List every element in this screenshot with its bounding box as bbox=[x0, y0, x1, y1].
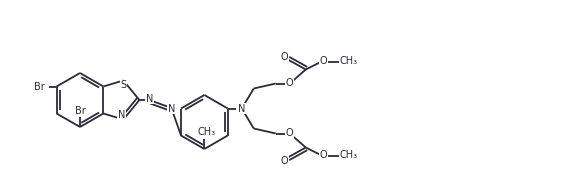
Text: Br: Br bbox=[74, 106, 85, 116]
Text: O: O bbox=[320, 57, 328, 67]
Text: O: O bbox=[281, 51, 289, 61]
Text: N: N bbox=[238, 104, 245, 114]
Text: N: N bbox=[168, 104, 175, 114]
Text: CH₃: CH₃ bbox=[340, 57, 358, 67]
Text: O: O bbox=[320, 150, 328, 160]
Text: O: O bbox=[286, 78, 293, 88]
Text: Br: Br bbox=[34, 81, 45, 91]
Text: O: O bbox=[286, 129, 293, 139]
Text: S: S bbox=[120, 81, 127, 91]
Text: N: N bbox=[146, 94, 153, 104]
Text: CH₃: CH₃ bbox=[198, 127, 216, 137]
Text: CH₃: CH₃ bbox=[340, 150, 358, 160]
Text: N: N bbox=[118, 111, 125, 121]
Text: O: O bbox=[281, 156, 289, 166]
